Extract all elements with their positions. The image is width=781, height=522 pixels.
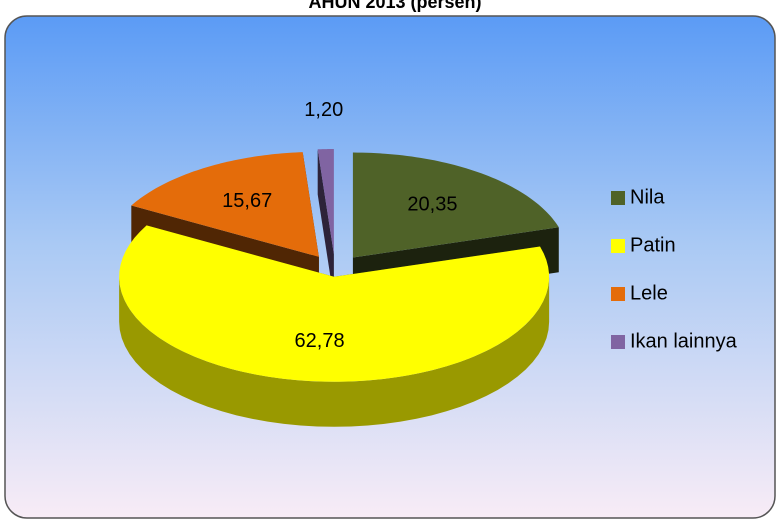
slice-side bbox=[317, 149, 334, 300]
legend-swatch bbox=[611, 239, 625, 253]
data-label: 20,35 bbox=[407, 194, 457, 216]
data-label: 1,20 bbox=[304, 99, 343, 121]
slice-top bbox=[119, 225, 550, 382]
legend-label: Patin bbox=[630, 234, 676, 256]
slice-top bbox=[131, 152, 319, 257]
data-label: 15,67 bbox=[222, 190, 272, 212]
data-label: 62,78 bbox=[295, 330, 345, 352]
pie-slice bbox=[317, 149, 334, 300]
chart-title: AHUN 2013 (persen) bbox=[308, 0, 481, 12]
legend: Nila Patin Lele Ikan lainnya bbox=[611, 186, 738, 352]
legend-label: Lele bbox=[630, 282, 668, 304]
legend-swatch bbox=[611, 335, 625, 349]
legend-swatch bbox=[611, 287, 625, 301]
legend-label: Ikan lainnya bbox=[630, 330, 738, 352]
slice-top bbox=[352, 152, 559, 258]
legend-swatch bbox=[611, 191, 625, 205]
pie: 20,35 62,78 15,67 1,20 bbox=[119, 99, 559, 427]
slice-top bbox=[317, 149, 334, 255]
slice-wall bbox=[119, 276, 550, 427]
legend-label: Nila bbox=[630, 186, 665, 208]
pie-slice bbox=[119, 225, 550, 427]
